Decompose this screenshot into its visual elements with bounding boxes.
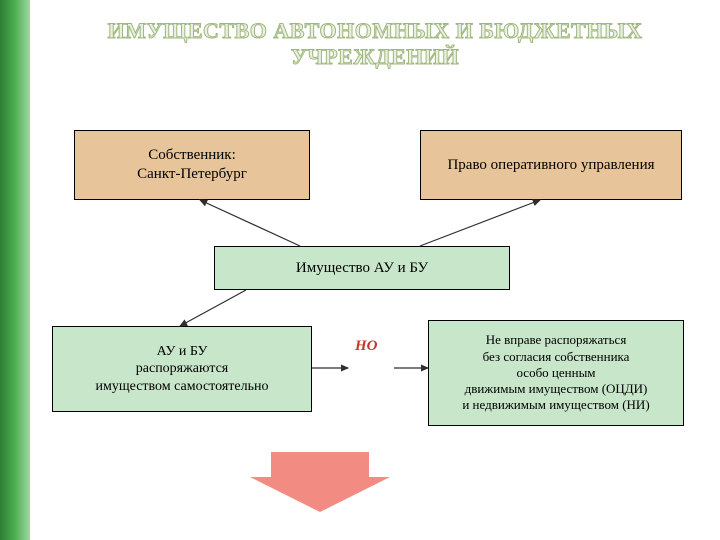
box-left-bottom: АУ и БУраспоряжаютсяимуществом самостоят… (52, 326, 312, 412)
big-down-arrow-icon (250, 452, 390, 512)
page-title: ИМУЩЕСТВО АВТОНОМНЫХ И БЮДЖЕТНЫХ УЧРЕЖДЕ… (60, 18, 690, 70)
box-owner: Собственник:Санкт-Петербург (74, 130, 310, 200)
box-center-prop: Имущество АУ и БУ (214, 246, 510, 290)
but-label: НО (355, 338, 378, 355)
box-right-bottom: Не вправе распоряжатьсябез согласия собс… (428, 320, 684, 426)
left-accent-bar (0, 0, 30, 540)
box-right-mgmt: Право оперативного управления (420, 130, 682, 200)
